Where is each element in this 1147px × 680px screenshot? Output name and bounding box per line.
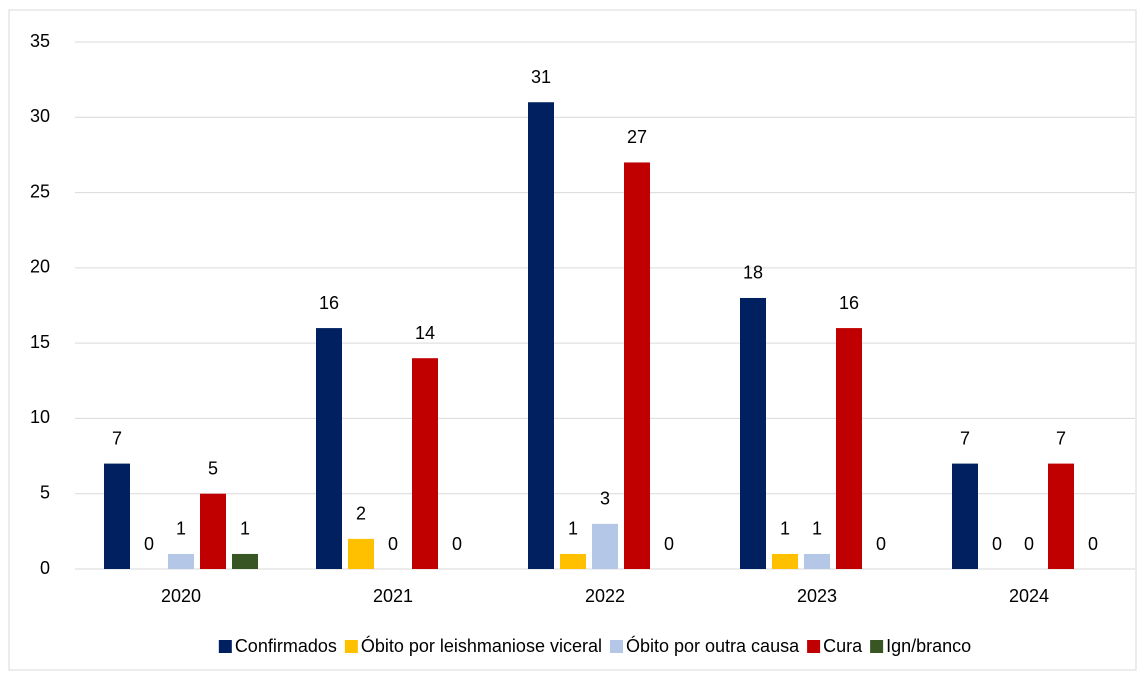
y-tick-label: 25 <box>30 181 50 201</box>
legend-label: Ign/branco <box>886 636 971 656</box>
data-label: 31 <box>531 67 551 87</box>
bar <box>104 463 130 569</box>
data-label: 0 <box>1024 534 1034 554</box>
x-tick-label: 2020 <box>161 586 201 606</box>
y-tick-label: 0 <box>40 558 50 578</box>
x-tick-label: 2022 <box>585 586 625 606</box>
y-tick-label: 35 <box>30 31 50 51</box>
data-label: 7 <box>112 428 122 448</box>
data-label: 0 <box>144 534 154 554</box>
legend-swatch <box>218 640 232 653</box>
x-tick-label: 2021 <box>373 586 413 606</box>
data-label: 0 <box>388 534 398 554</box>
data-label: 1 <box>780 519 790 539</box>
legend-swatch <box>870 640 884 653</box>
data-label: 0 <box>452 534 462 554</box>
y-tick-label: 10 <box>30 407 50 427</box>
bar <box>232 553 258 569</box>
bar <box>624 162 650 569</box>
data-label: 1 <box>812 519 822 539</box>
bar <box>836 328 862 569</box>
legend-swatch <box>344 640 358 653</box>
data-label: 7 <box>1056 428 1066 448</box>
bar <box>412 358 438 569</box>
data-label: 14 <box>415 323 435 343</box>
bar <box>804 553 830 569</box>
data-label: 5 <box>208 458 218 478</box>
bar <box>740 297 766 569</box>
bar <box>560 553 586 569</box>
bar <box>348 538 374 569</box>
legend-label: Cura <box>823 636 863 656</box>
y-tick-label: 15 <box>30 332 50 352</box>
data-label: 0 <box>876 534 886 554</box>
data-label: 16 <box>839 293 859 313</box>
bar <box>1048 463 1074 569</box>
legend-label: Confirmados <box>235 636 337 656</box>
data-label: 7 <box>960 428 970 448</box>
y-tick-label: 5 <box>40 482 50 502</box>
bar <box>528 102 554 569</box>
data-label: 27 <box>627 127 647 147</box>
bar <box>168 553 194 569</box>
data-label: 1 <box>568 519 578 539</box>
legend-label: Óbito por leishmaniose viceral <box>361 635 602 656</box>
y-tick-label: 30 <box>30 106 50 126</box>
data-label: 16 <box>319 293 339 313</box>
legend-swatch <box>609 640 623 653</box>
bar <box>772 553 798 569</box>
data-label: 0 <box>992 534 1002 554</box>
x-tick-label: 2024 <box>1009 586 1049 606</box>
data-label: 1 <box>176 519 186 539</box>
legend-label: Óbito por outra causa <box>626 635 800 656</box>
chart-border <box>8 9 1137 671</box>
data-label: 2 <box>356 504 366 524</box>
legend-swatch <box>807 640 821 653</box>
bar <box>592 523 618 569</box>
data-label: 1 <box>240 519 250 539</box>
x-tick-label: 2023 <box>797 586 837 606</box>
bar <box>952 463 978 569</box>
data-label: 0 <box>664 534 674 554</box>
data-label: 18 <box>743 263 763 283</box>
bar <box>316 328 342 569</box>
data-label: 0 <box>1088 534 1098 554</box>
data-label: 3 <box>600 489 610 509</box>
bar <box>200 493 226 569</box>
y-tick-label: 20 <box>30 257 50 277</box>
